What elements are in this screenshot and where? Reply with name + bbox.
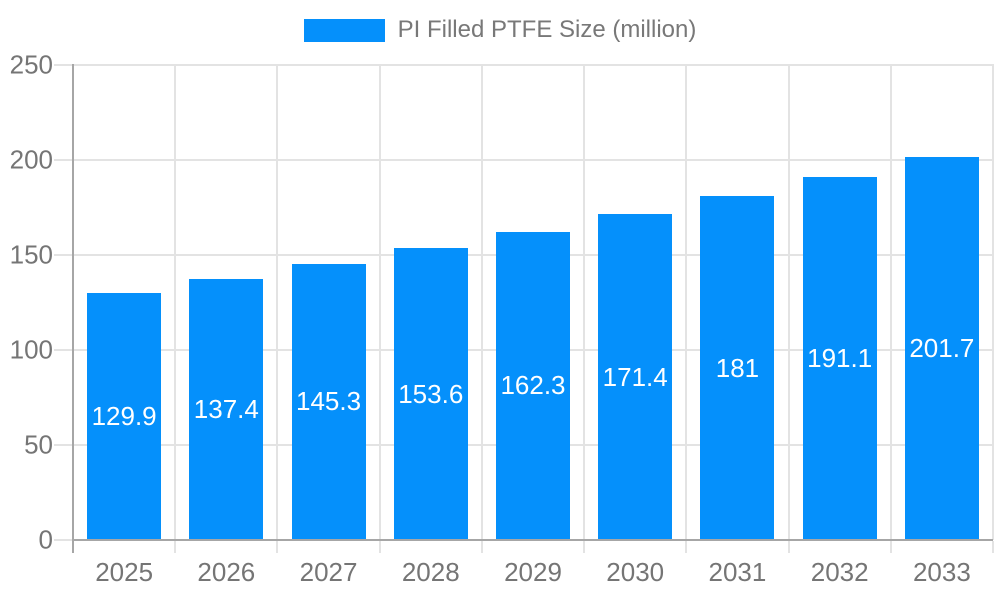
x-tick [889,541,892,553]
bar-value-label: 153.6 [398,378,464,409]
x-gridline [992,64,994,540]
y-tick [54,159,72,161]
bar-2025[interactable]: 129.9 [87,293,162,540]
x-tick [276,541,279,553]
legend: PI Filled PTFE Size (million) [0,16,1000,44]
bar-value-label: 191.1 [807,342,873,373]
x-gridline [378,64,381,540]
bar-value-label: 145.3 [296,386,362,417]
legend-swatch-icon [303,18,385,42]
x-tick [583,541,586,553]
x-tick [685,541,688,553]
x-tick [378,541,381,553]
x-axis-tick-label: 2025 [95,557,154,587]
bar-value-label: 171.4 [602,361,668,392]
x-axis-tick-label: 2028 [401,557,460,587]
y-axis-line [72,64,74,553]
y-tick [54,444,72,446]
bar-2033[interactable]: 201.7 [904,156,979,540]
x-tick [992,541,994,553]
y-tick [54,254,72,256]
bar-2027[interactable]: 145.3 [291,263,366,540]
y-axis-tick-label: 150 [9,239,53,270]
x-axis-tick-label: 2031 [708,557,767,587]
y-tick [54,539,72,541]
x-axis-tick-label: 2033 [912,557,971,587]
x-gridline [174,64,177,540]
x-axis-tick-label: 2029 [504,557,562,587]
bar-value-label: 201.7 [909,332,975,363]
bar-2032[interactable]: 191.1 [802,176,877,540]
bar-value-label: 129.9 [91,401,157,432]
y-gridline [73,64,993,66]
x-tick [174,541,177,553]
y-axis-tick-label: 100 [9,334,53,365]
x-axis-tick-label: 2030 [606,557,665,587]
x-tick [480,541,483,553]
y-axis-tick-label: 200 [9,144,53,175]
x-gridline [889,64,892,540]
y-axis-tick-label: 50 [24,429,53,460]
x-gridline [583,64,586,540]
x-axis-tick-label: 2027 [299,557,358,587]
y-gridline [73,159,993,161]
x-gridline [480,64,483,540]
bar-value-label: 162.3 [500,370,566,401]
x-gridline [685,64,688,540]
bar-2031[interactable]: 181 [700,196,775,540]
x-axis-line [72,539,993,541]
x-tick [787,541,790,553]
y-tick [54,64,72,66]
y-tick [54,349,72,351]
bar-2029[interactable]: 162.3 [496,231,570,540]
legend-label: PI Filled PTFE Size (million) [397,16,697,43]
x-gridline [276,64,279,540]
y-axis-tick-label: 250 [9,49,53,80]
bar-value-label: 181 [715,352,760,383]
y-axis-tick-label: 0 [38,524,53,555]
bar-value-label: 137.4 [193,393,259,424]
x-axis-tick-label: 2026 [197,557,256,587]
bar-2028[interactable]: 153.6 [393,248,468,540]
bar-2030[interactable]: 171.4 [598,214,673,540]
x-gridline [787,64,790,540]
legend-item[interactable]: PI Filled PTFE Size (million) [303,16,697,44]
x-axis-tick-label: 2032 [810,557,869,587]
bar-2026[interactable]: 137.4 [189,278,264,540]
